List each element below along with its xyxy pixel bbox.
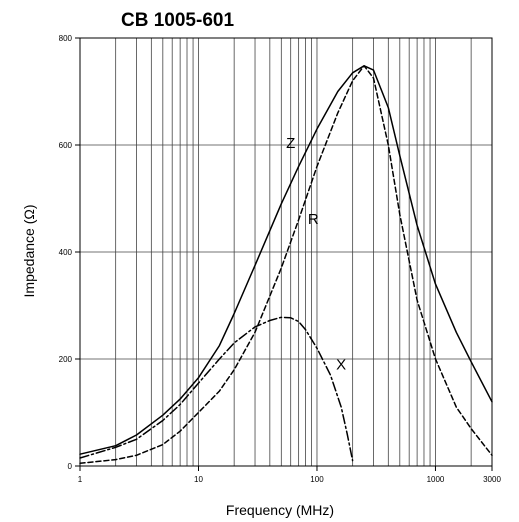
x-axis: 1 10 100 1000 3000 [78, 466, 501, 484]
y-tick-label: 400 [59, 248, 73, 257]
y-axis-label: Impedance (Ω) [21, 205, 37, 298]
x-tick-label: 100 [310, 475, 324, 484]
curve-label-z: Z [286, 135, 295, 152]
chart-title: CB 1005-601 [121, 10, 234, 31]
y-tick-label: 0 [68, 462, 73, 471]
y-tick-label: 600 [59, 141, 73, 150]
x-tick-label: 10 [194, 475, 203, 484]
x-axis-label: Frequency (MHz) [226, 502, 334, 518]
series-x-line [79, 316, 354, 462]
series-z-line [79, 65, 493, 455]
series-r-line [79, 65, 493, 465]
grid [80, 38, 492, 466]
curve-labels: Z R X [286, 135, 346, 373]
x-tick-label: 1000 [427, 475, 445, 484]
curve-label-r: R [308, 211, 319, 228]
curves [79, 65, 493, 465]
y-tick-label: 800 [59, 34, 73, 43]
x-tick-label: 3000 [483, 475, 501, 484]
x-tick-label: 1 [78, 475, 83, 484]
y-tick-label: 200 [59, 355, 73, 364]
curve-label-x: X [336, 357, 346, 374]
y-axis: 0 200 400 600 800 [59, 34, 80, 471]
